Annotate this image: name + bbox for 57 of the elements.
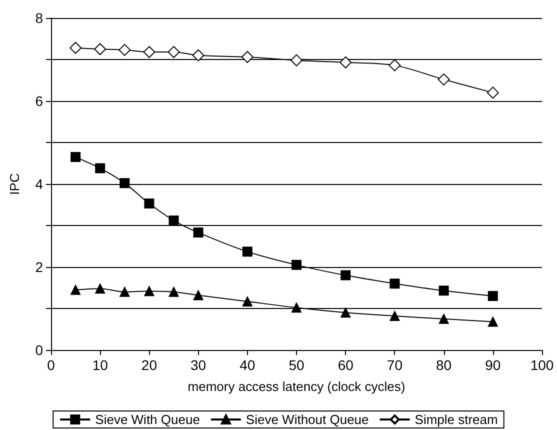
point — [242, 246, 252, 257]
point — [70, 42, 82, 54]
x-tick-label: 70 — [386, 357, 403, 373]
point — [94, 43, 106, 56]
y-tick-label: 4 — [35, 176, 44, 192]
point — [120, 178, 130, 188]
point — [292, 302, 302, 313]
point — [168, 286, 179, 297]
point — [486, 86, 499, 99]
point — [143, 46, 156, 58]
point — [144, 198, 154, 209]
point — [241, 51, 254, 64]
point — [242, 296, 252, 306]
x-tick-label: 30 — [190, 357, 206, 373]
y-tick-label: 6 — [35, 93, 44, 109]
legend-label: Simple stream — [414, 412, 498, 427]
point — [292, 260, 302, 270]
point — [438, 286, 449, 296]
point — [193, 290, 204, 300]
point — [70, 152, 81, 162]
x-tick-label: 20 — [141, 357, 158, 373]
point — [340, 308, 351, 318]
point — [168, 46, 180, 58]
y-tick-label: 0 — [35, 342, 44, 358]
point — [95, 284, 106, 294]
legend-label: Sieve Without Queue — [246, 412, 369, 427]
x-tick-label: 100 — [530, 357, 554, 373]
y-tick-label: 2 — [35, 259, 44, 275]
y-axis-title: IPC — [7, 173, 22, 195]
x-tick-label: 40 — [240, 357, 256, 373]
point — [340, 270, 351, 280]
point — [438, 314, 449, 324]
point — [388, 59, 401, 72]
point — [193, 228, 204, 238]
point — [438, 73, 450, 86]
point — [290, 54, 302, 66]
point — [144, 286, 154, 296]
point — [488, 291, 498, 302]
point — [70, 284, 81, 295]
x-tick-label: 90 — [485, 357, 501, 373]
point — [95, 163, 106, 174]
x-tick-label: 50 — [288, 357, 304, 373]
point — [390, 278, 400, 289]
point — [390, 310, 400, 321]
x-axis-title: memory access latency (clock cycles) — [188, 379, 406, 394]
point — [340, 56, 352, 68]
y-tick-label: 8 — [35, 10, 44, 26]
x-tick-label: 10 — [92, 357, 108, 373]
x-tick-label: 0 — [47, 357, 56, 373]
point — [120, 286, 130, 297]
point — [168, 216, 179, 226]
point — [488, 316, 498, 327]
point — [192, 49, 204, 62]
x-tick-label: 80 — [436, 357, 452, 373]
point — [118, 44, 131, 56]
legend-label: Sieve With Queue — [95, 412, 200, 427]
x-tick-label: 60 — [338, 357, 354, 373]
